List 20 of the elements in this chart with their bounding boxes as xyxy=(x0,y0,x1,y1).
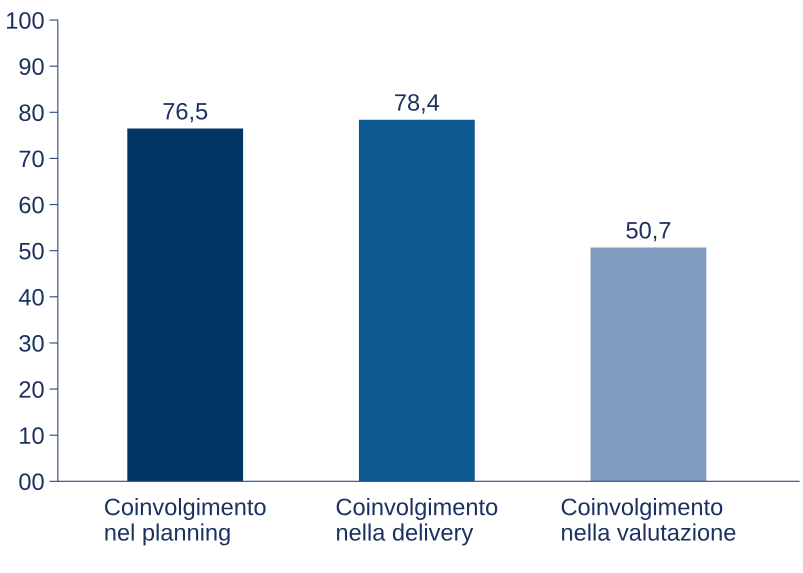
data-label: 76,5 xyxy=(163,102,208,122)
bar xyxy=(590,247,706,482)
y-tick-label: 00 xyxy=(19,473,44,490)
data-label: 78,4 xyxy=(395,94,440,114)
x-tick-label: Coinvolgimento nella valutazione xyxy=(562,498,736,541)
y-tick-label: 30 xyxy=(19,335,44,352)
y-tick-label: 60 xyxy=(20,196,44,214)
y-tick-label: 10 xyxy=(20,427,44,444)
y-tick-label: 50 xyxy=(19,242,44,260)
y-tick-label: 80 xyxy=(19,104,44,122)
y-tick-label: 90 xyxy=(19,58,44,75)
y-tick-label: 70 xyxy=(20,150,44,168)
y-tick-label: 100 xyxy=(7,12,44,29)
bar xyxy=(358,120,475,482)
x-tick-label: Coinvolgimento nel planning xyxy=(105,498,266,546)
y-tick-label: 40 xyxy=(18,288,44,306)
y-tick-label: 20 xyxy=(20,381,44,398)
x-tick-label: Coinvolgimento nella delivery xyxy=(336,498,498,546)
bar xyxy=(127,128,244,482)
data-label: 50,7 xyxy=(626,222,670,242)
